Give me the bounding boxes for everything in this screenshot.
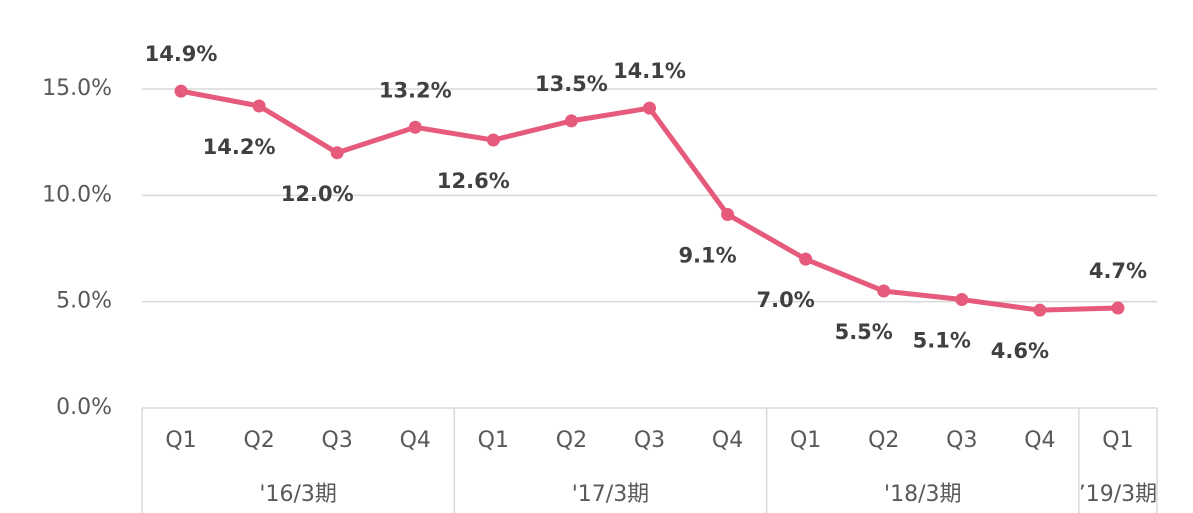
value-label: 9.1%	[678, 243, 736, 267]
group-label: '18/3期	[884, 482, 961, 507]
y-tick-label: 10.0%	[42, 182, 112, 207]
value-label: 12.0%	[281, 182, 354, 206]
x-tick-label: Q4	[1024, 428, 1055, 453]
value-label: 4.6%	[991, 339, 1049, 363]
value-label: 5.1%	[913, 329, 971, 353]
x-tick-label: Q4	[712, 428, 743, 453]
point	[486, 133, 500, 147]
y-tick-label: 15.0%	[42, 76, 112, 101]
x-tick-label: Q1	[165, 428, 196, 453]
value-label: 5.5%	[835, 320, 893, 344]
point	[564, 114, 578, 128]
group-label: ’19/3期	[1079, 482, 1157, 507]
value-label: 14.9%	[145, 42, 218, 66]
point	[955, 293, 969, 307]
x-tick-label: Q2	[868, 428, 899, 453]
y-tick-label: 0.0%	[56, 395, 112, 420]
point	[877, 284, 891, 298]
group-label: '16/3期	[259, 482, 336, 507]
point	[1033, 303, 1047, 317]
x-tick-label: Q3	[634, 428, 665, 453]
x-tick-label: Q1	[1102, 428, 1133, 453]
x-tick-label: Q2	[243, 428, 274, 453]
group-label: '17/3期	[572, 482, 649, 507]
value-label: 13.2%	[379, 78, 452, 102]
value-label: 14.2%	[203, 135, 276, 159]
value-label: 7.0%	[757, 288, 815, 312]
x-tick-label: Q4	[400, 428, 431, 453]
point	[252, 99, 266, 113]
x-tick-label: Q1	[790, 428, 821, 453]
x-tick-label: Q2	[556, 428, 587, 453]
point	[721, 207, 735, 221]
point	[643, 101, 656, 115]
x-tick-label: Q1	[478, 428, 509, 453]
point	[408, 120, 422, 134]
point	[1111, 301, 1125, 315]
x-tick-label: Q3	[946, 428, 977, 453]
value-label: 14.1%	[613, 59, 686, 83]
value-label: 13.5%	[535, 72, 608, 96]
point	[330, 146, 344, 160]
x-tick-label: Q3	[322, 428, 353, 453]
point	[174, 84, 188, 98]
value-label: 4.7%	[1089, 259, 1147, 283]
value-label: 12.6%	[437, 169, 510, 193]
point	[799, 252, 813, 266]
y-tick-label: 5.0%	[56, 289, 112, 314]
